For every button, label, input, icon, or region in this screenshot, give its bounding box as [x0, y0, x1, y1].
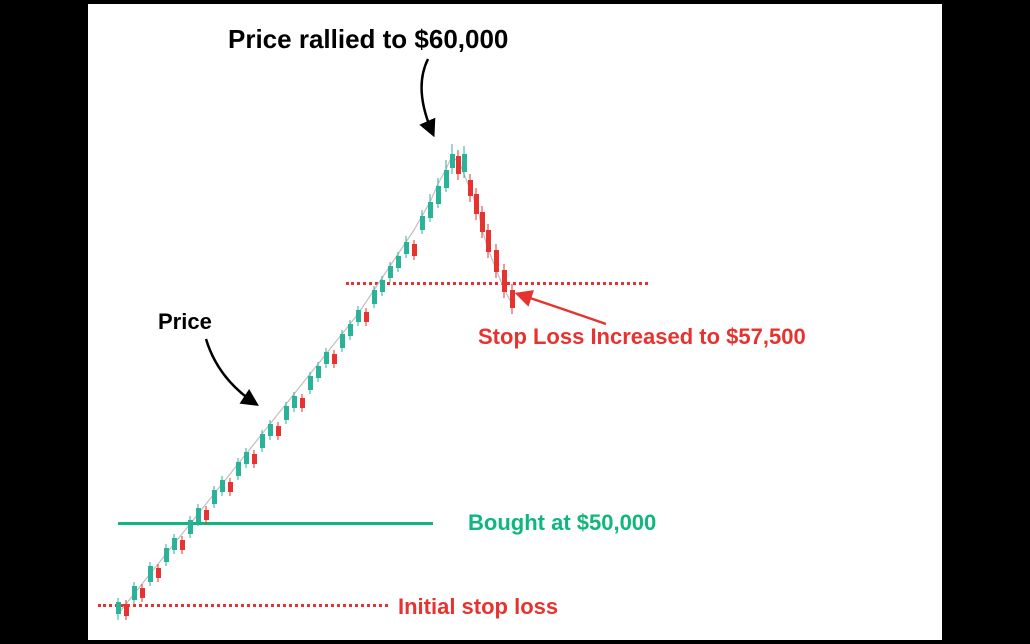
candle [308, 4, 313, 640]
candle [124, 4, 129, 640]
bought-label: Bought at $50,000 [468, 510, 656, 536]
stop-loss-arrow-icon [518, 294, 606, 324]
candle [444, 4, 449, 640]
candle [332, 4, 337, 640]
candle [324, 4, 329, 640]
rally-label: Price rallied to $60,000 [228, 24, 508, 55]
candle [480, 4, 485, 640]
candle [456, 4, 461, 640]
candle [340, 4, 345, 640]
candle [148, 4, 153, 640]
candle [364, 4, 369, 640]
candle [300, 4, 305, 640]
candle [380, 4, 385, 640]
candle [244, 4, 249, 640]
candle [276, 4, 281, 640]
candle [268, 4, 273, 640]
chart-canvas: Price rallied to $60,000 Price Stop Loss… [88, 4, 942, 640]
candle [436, 4, 441, 640]
candle [260, 4, 265, 640]
candle [116, 4, 121, 640]
candle [412, 4, 417, 640]
candle [404, 4, 409, 640]
candle [372, 4, 377, 640]
candle [396, 4, 401, 640]
candle [494, 4, 499, 640]
candle [428, 4, 433, 640]
candle [220, 4, 225, 640]
candle [132, 4, 137, 640]
candle [236, 4, 241, 640]
candle [356, 4, 361, 640]
candle [348, 4, 353, 640]
candle [292, 4, 297, 640]
candle [462, 4, 467, 640]
initial-stop-loss-label: Initial stop loss [398, 594, 558, 620]
candle [388, 4, 393, 640]
candle [140, 4, 145, 640]
candle [486, 4, 491, 640]
candle [502, 4, 507, 640]
candle [474, 4, 479, 640]
candle [468, 4, 473, 640]
candle [510, 4, 515, 640]
stop-loss-increased-label: Stop Loss Increased to $57,500 [478, 324, 806, 350]
candle [316, 4, 321, 640]
candle [420, 4, 425, 640]
candle [252, 4, 257, 640]
candle [212, 4, 217, 640]
candle [450, 4, 455, 640]
price-axis-label: Price [158, 309, 212, 335]
candle [284, 4, 289, 640]
candle [228, 4, 233, 640]
